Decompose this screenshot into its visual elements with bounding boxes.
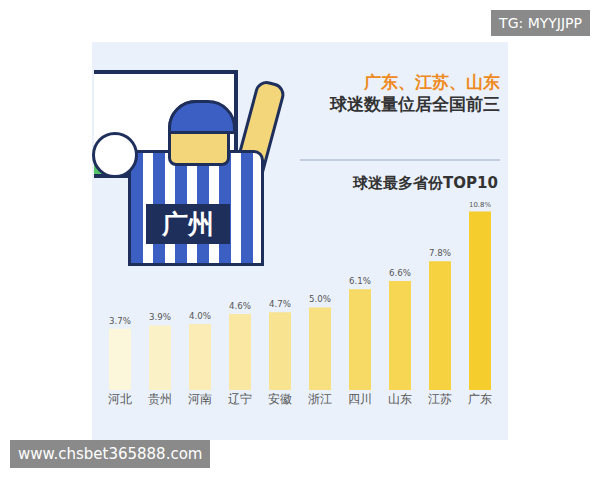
svg-text:10.8%: 10.8% <box>469 201 491 209</box>
svg-text:广东、江苏、山东球迷数量位居全国前三: 广东、江苏、山东球迷数量位居全国前三 <box>329 72 500 114</box>
html-text:广州: 广州 <box>162 209 214 239</box>
svg-text:辽宁: 辽宁 <box>228 392 252 406</box>
svg-text:6.6%: 6.6% <box>389 268 411 278</box>
svg-text:江苏: 江苏 <box>428 392 452 406</box>
svg-text:7.8%: 7.8% <box>429 248 451 258</box>
svg-text:山东: 山东 <box>388 392 412 406</box>
svg-text:球迷最多省份TOP10: 球迷最多省份TOP10 <box>352 174 498 192</box>
svg-text:广东: 广东 <box>468 392 492 406</box>
svg-text:3.7%: 3.7% <box>109 316 131 326</box>
html-text:TG: MYYJJPP: TG: MYYJJPP <box>499 15 582 31</box>
svg-text:3.9%: 3.9% <box>149 312 171 322</box>
svg-text:4.0%: 4.0% <box>189 311 211 321</box>
svg-text:安徽: 安徽 <box>268 392 292 406</box>
svg-text:河北: 河北 <box>108 392 132 406</box>
svg-text:4.6%: 4.6% <box>229 301 251 311</box>
svg-text:5.0%: 5.0% <box>309 294 331 304</box>
html-text:www.chsbet365888.com: www.chsbet365888.com <box>18 445 203 463</box>
svg-text:6.1%: 6.1% <box>349 276 371 286</box>
svg-text:浙江: 浙江 <box>308 392 332 406</box>
svg-text:河南: 河南 <box>188 392 212 406</box>
svg-text:四川: 四川 <box>348 392 372 406</box>
svg-text:贵州: 贵州 <box>148 392 172 406</box>
svg-text:4.7%: 4.7% <box>269 299 291 309</box>
